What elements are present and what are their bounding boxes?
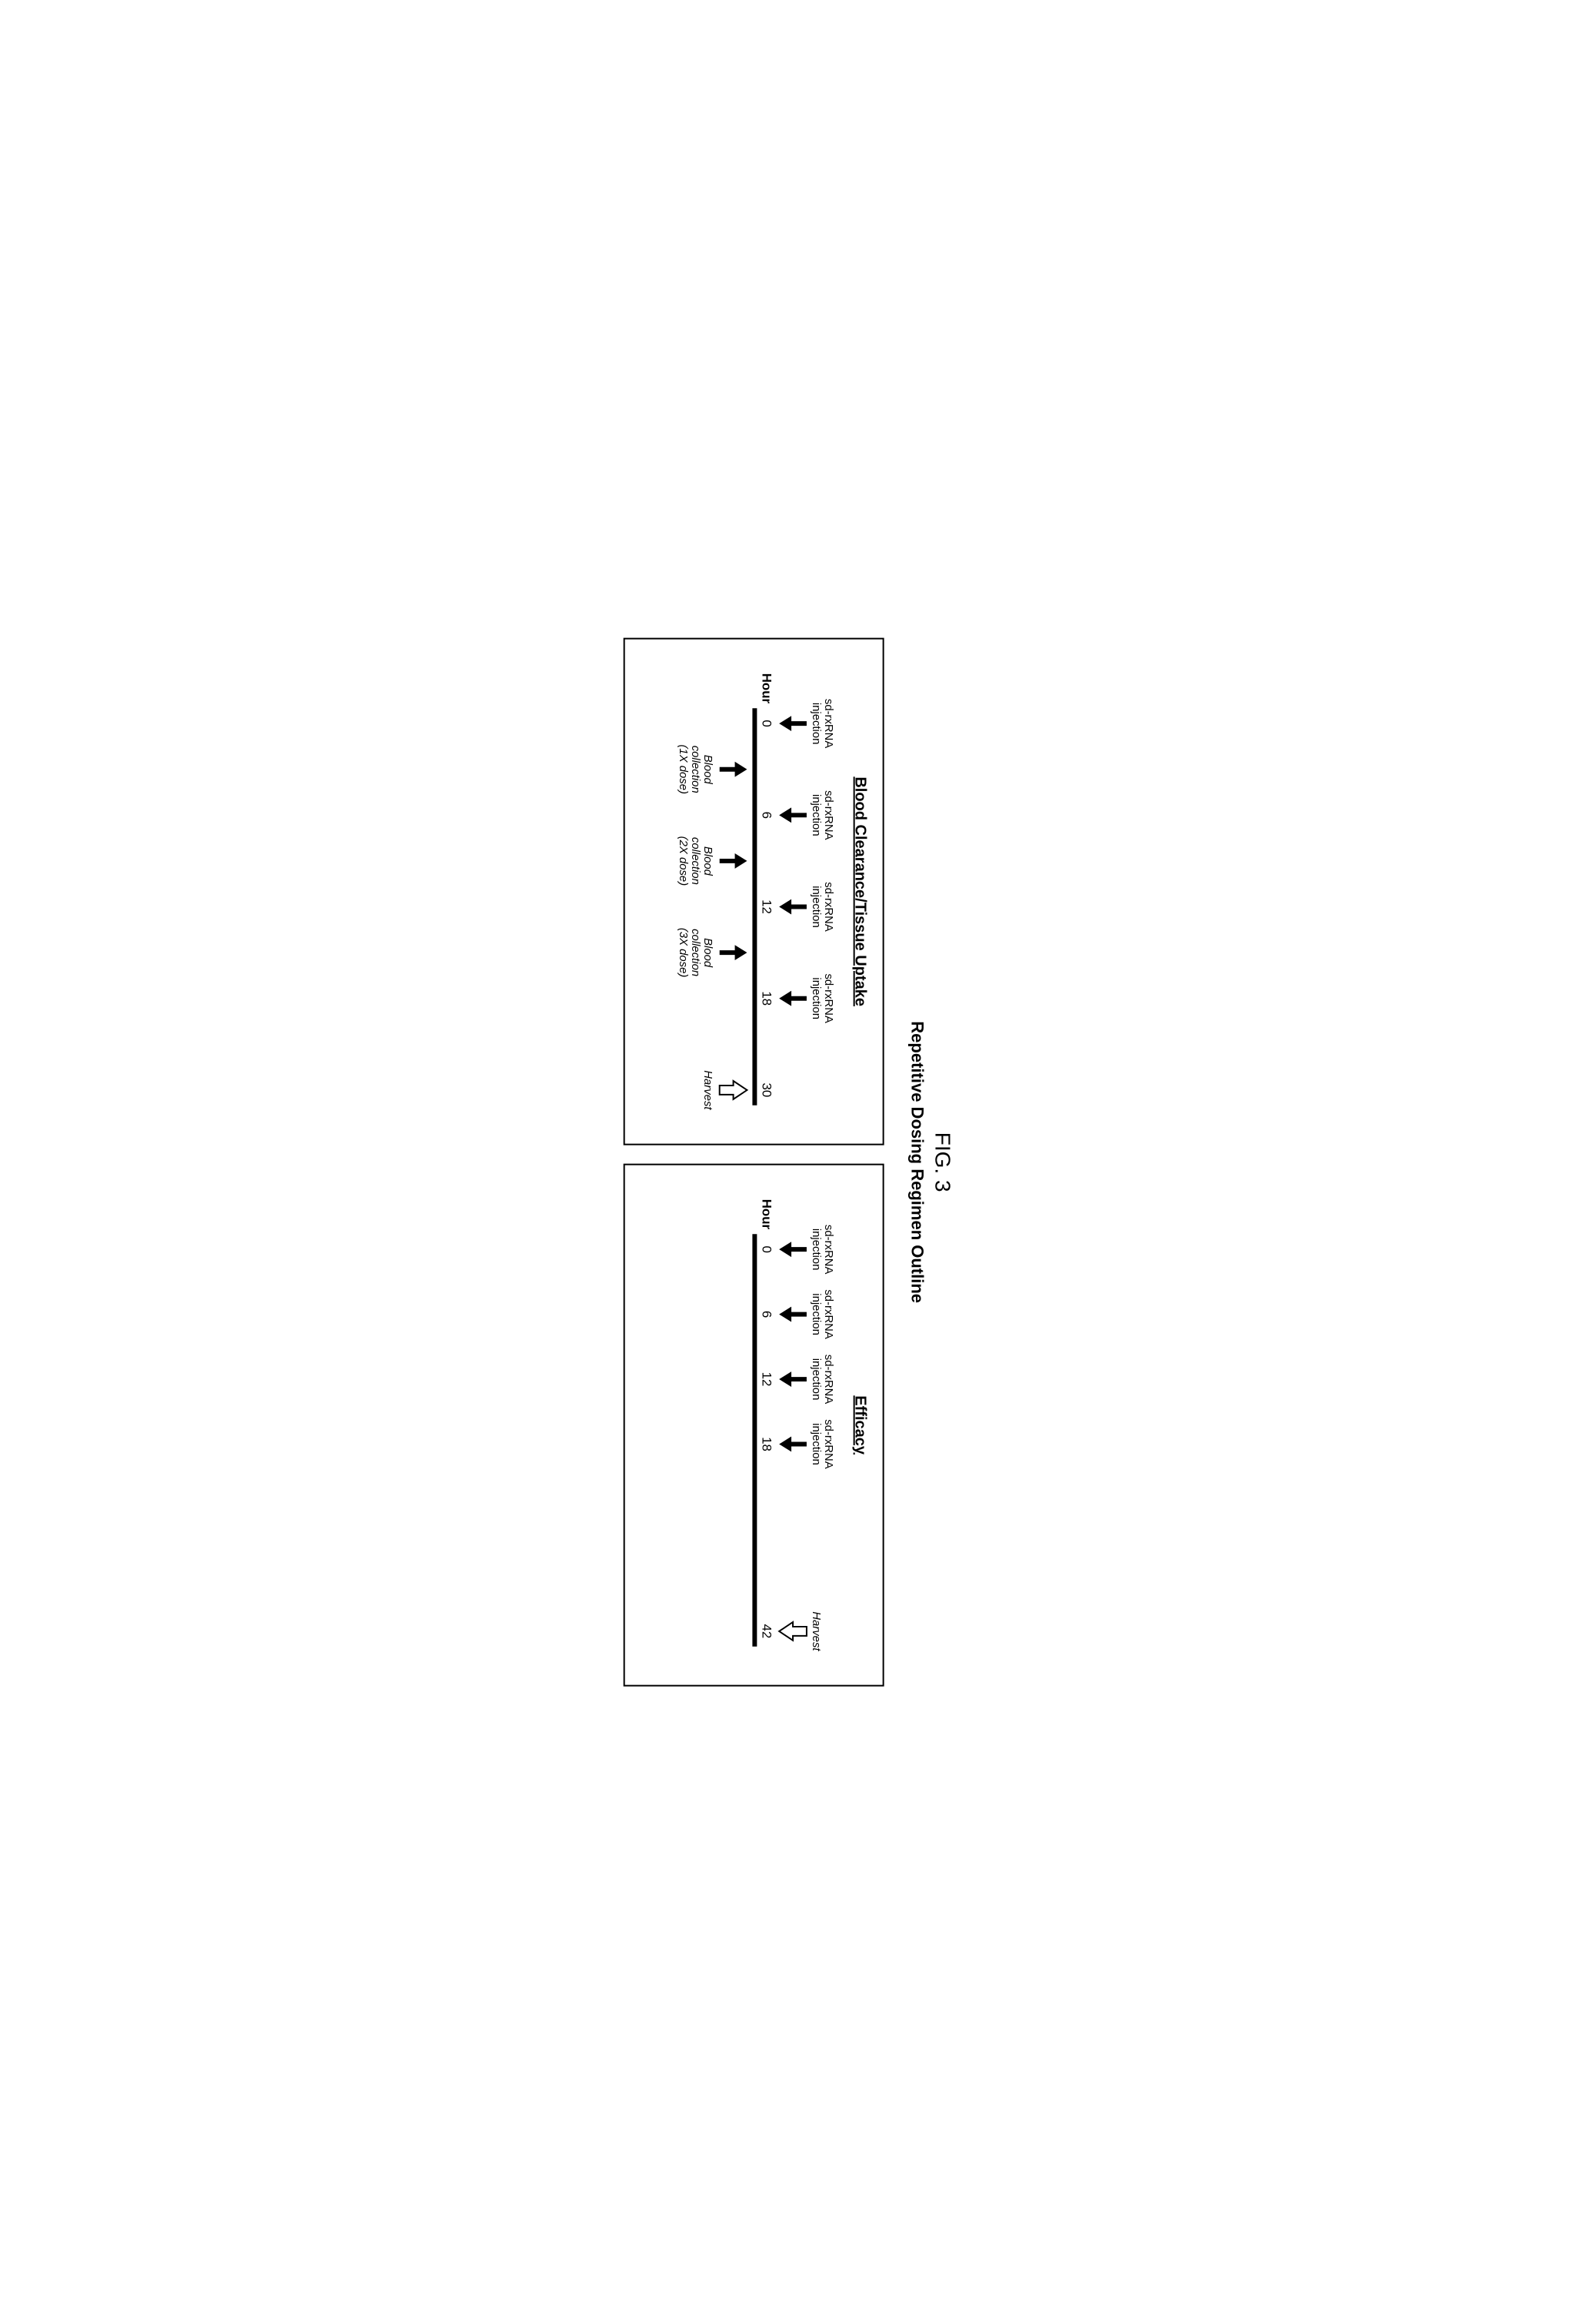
r-inj-6-l2: injection [810, 1293, 822, 1335]
r-inj-12-l1: sd-rxRNA [822, 1355, 834, 1405]
r-tick-12: 12 [759, 1371, 774, 1386]
r-tick-0: 0 [759, 1245, 774, 1252]
timeline-left: sd-rxRNA injection 0 sd-rxRNA injection [640, 663, 838, 1121]
inj-0-l1: sd-rxRNA [822, 699, 834, 749]
svg-text:Harvest: Harvest [701, 1070, 714, 1110]
tick-6: 6 [759, 811, 774, 818]
timeline-right-svg: sd-rxRNA injection 0 sd-rxRNA injection [640, 1189, 838, 1662]
rotated-wrapper: FIG. 3 Repetitive Dosing Regimen Outline… [623, 624, 954, 1701]
svg-text:collection: collection [689, 929, 701, 976]
r-tick-42: 42 [759, 1624, 774, 1638]
arrow-down-icon [779, 1371, 807, 1387]
panel-left-title: Blood Clearance/Tissue Uptake [851, 663, 869, 1121]
svg-text:injection: injection [810, 977, 822, 1019]
r-inj-0-l2: injection [810, 1228, 822, 1271]
arrow-down-icon [779, 991, 807, 1006]
r-inj-18-l1: sd-rxRNA [822, 1419, 834, 1469]
svg-text:(3X dose): (3X dose) [677, 928, 689, 978]
arrow-down-icon [779, 1436, 807, 1451]
arrow-down-icon [779, 1307, 807, 1322]
svg-text:injection: injection [810, 886, 822, 928]
arrow-down-icon [779, 716, 807, 731]
svg-text:(1X dose): (1X dose) [677, 744, 689, 794]
arrow-up-icon [720, 762, 747, 777]
hour-label-right: Hour [759, 1199, 774, 1230]
r-tick-18: 18 [759, 1437, 774, 1451]
arrow-up-icon [720, 853, 747, 869]
inj-6-l1: sd-rxRNA [822, 790, 834, 840]
panel-blood-clearance: Blood Clearance/Tissue Uptake sd-rxRNA i… [623, 638, 884, 1145]
inj-0-l2: injection [810, 703, 822, 745]
svg-text:sd-rxRNA: sd-rxRNA [822, 1419, 834, 1469]
inj-18-l1: sd-rxRNA [822, 973, 834, 1023]
figure-title: Repetitive Dosing Regimen Outline [907, 624, 927, 1701]
bc-1-l1: Blood [701, 755, 714, 785]
bc-1-l3: (1X dose) [677, 744, 689, 794]
harvest-left-label: Harvest [701, 1070, 714, 1110]
arrow-up-icon [720, 945, 747, 960]
figure-wrapper: FIG. 3 Repetitive Dosing Regimen Outline… [623, 624, 954, 1701]
tick-30: 30 [759, 1082, 774, 1097]
svg-text:sd-rxRNA: sd-rxRNA [822, 1289, 834, 1339]
panel-efficacy: Efficacy sd-rxRNA injection 0 sd-rxRNA [623, 1164, 884, 1687]
svg-text:sd-rxRNA: sd-rxRNA [822, 1225, 834, 1275]
bc-2-l3: (2X dose) [677, 836, 689, 886]
inj-6-l2: injection [810, 794, 822, 836]
harvest-right-label: Harvest [810, 1611, 822, 1651]
svg-text:Blood: Blood [701, 938, 714, 968]
svg-text:sd-rxRNA: sd-rxRNA [822, 882, 834, 932]
svg-text:(2X dose): (2X dose) [677, 836, 689, 886]
hour-label-left: Hour [759, 673, 774, 704]
svg-text:injection: injection [810, 1423, 822, 1465]
timeline-left-svg: sd-rxRNA injection 0 sd-rxRNA injection [640, 663, 838, 1121]
svg-text:injection: injection [810, 1293, 822, 1335]
svg-text:injection: injection [810, 1358, 822, 1401]
bc-1-l2: collection [689, 746, 701, 793]
inj-18-l2: injection [810, 977, 822, 1019]
r-tick-6: 6 [759, 1311, 774, 1318]
svg-text:injection: injection [810, 794, 822, 836]
svg-text:Harvest: Harvest [810, 1611, 822, 1651]
svg-text:Blood: Blood [701, 846, 714, 876]
r-inj-12-l2: injection [810, 1358, 822, 1401]
figure-label: FIG. 3 [930, 624, 955, 1701]
svg-text:sd-rxRNA: sd-rxRNA [822, 790, 834, 840]
svg-text:collection: collection [689, 837, 701, 885]
svg-text:collection: collection [689, 746, 701, 793]
timeline-right: sd-rxRNA injection 0 sd-rxRNA injection [640, 1189, 838, 1662]
svg-text:Blood: Blood [701, 755, 714, 785]
r-inj-18-l2: injection [810, 1423, 822, 1465]
panel-right-title: Efficacy [851, 1189, 869, 1662]
svg-text:sd-rxRNA: sd-rxRNA [822, 1355, 834, 1405]
r-inj-6-l1: sd-rxRNA [822, 1289, 834, 1339]
bc-3-l1: Blood [701, 938, 714, 968]
panels-row: Blood Clearance/Tissue Uptake sd-rxRNA i… [623, 624, 884, 1701]
bc-3-l2: collection [689, 929, 701, 976]
harvest-arrow-icon [779, 1622, 807, 1641]
tick-0: 0 [759, 720, 774, 726]
arrow-down-icon [779, 807, 807, 823]
bc-2-l1: Blood [701, 846, 714, 876]
arrow-down-icon [779, 899, 807, 914]
bc-2-l2: collection [689, 837, 701, 885]
tick-18: 18 [759, 991, 774, 1006]
inj-12-l1: sd-rxRNA [822, 882, 834, 932]
bc-3-l3: (3X dose) [677, 928, 689, 978]
svg-text:sd-rxRNA: sd-rxRNA [822, 699, 834, 749]
svg-text:injection: injection [810, 1228, 822, 1271]
tick-12: 12 [759, 899, 774, 914]
r-inj-0-l1: sd-rxRNA [822, 1225, 834, 1275]
svg-text:sd-rxRNA: sd-rxRNA [822, 973, 834, 1023]
arrow-down-icon [779, 1242, 807, 1257]
svg-text:injection: injection [810, 703, 822, 745]
svg-text:Hour: Hour [759, 673, 774, 704]
harvest-arrow-icon [720, 1081, 747, 1099]
svg-text:Hour: Hour [759, 1199, 774, 1230]
inj-12-l2: injection [810, 886, 822, 928]
